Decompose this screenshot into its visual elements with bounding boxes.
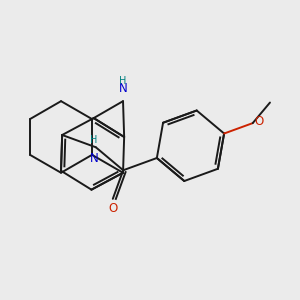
Text: H: H (119, 76, 127, 86)
Text: N: N (119, 82, 128, 95)
Text: O: O (254, 115, 264, 128)
Text: N: N (90, 152, 98, 164)
Text: O: O (108, 202, 117, 215)
Text: H: H (90, 135, 98, 145)
